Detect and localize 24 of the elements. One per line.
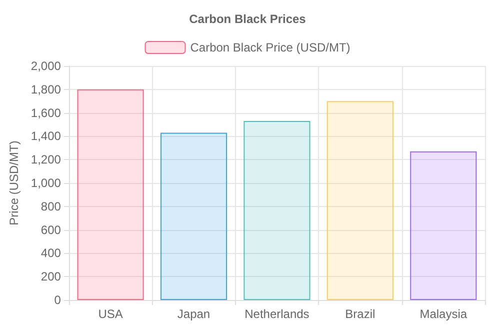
y-tick-label: 400 [40,246,62,260]
x-tick-label: Brazil [345,307,376,321]
y-tick-label: 1,800 [30,82,62,96]
x-tick-label: Netherlands [244,307,310,321]
y-tick-label: 1,200 [30,152,62,167]
chart-title: Carbon Black Prices [189,12,306,26]
y-tick-label: 0 [54,293,62,307]
x-tick-label: Japan [177,307,210,321]
bar [410,151,477,300]
y-tick-label: 800 [40,199,62,214]
y-axis-title: Price (USD/MT) [7,140,21,226]
y-tick-label: 1,400 [30,129,62,144]
bar [160,132,228,300]
y-tick-label: 600 [40,222,62,237]
y-tick-label: 1,600 [30,106,62,120]
bar [244,120,310,300]
bar [326,101,394,300]
y-tick-label: 2,000 [30,59,62,73]
bar [77,89,144,300]
legend-label: Carbon Black Price (USD/MT) [190,40,350,54]
x-tick-label: USA [98,307,123,321]
y-tick-label: 1,000 [30,176,62,190]
y-tick-label: 200 [40,270,62,284]
x-tick-label: Malaysia [420,307,468,321]
